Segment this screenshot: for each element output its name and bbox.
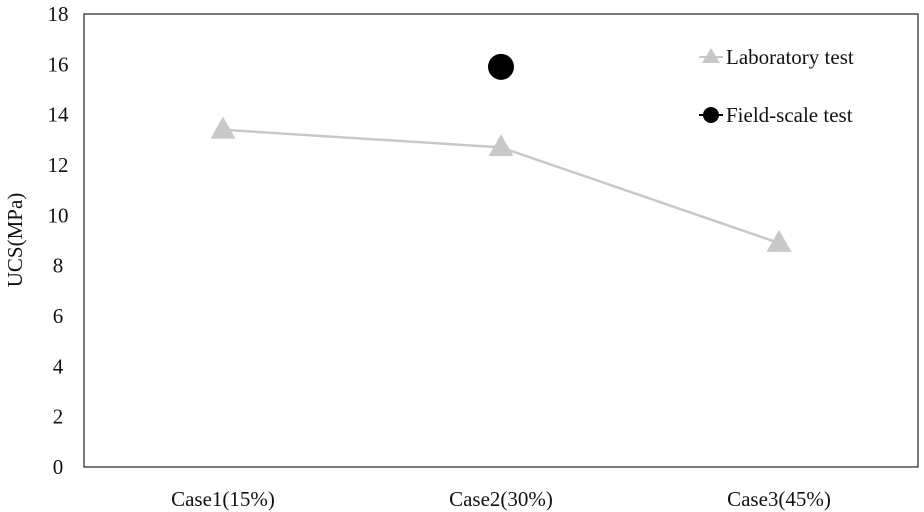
x-tick-label: Case3(45%) (727, 487, 831, 511)
y-tick-label: 18 (48, 2, 69, 26)
y-tick-label: 12 (48, 153, 69, 177)
y-axis-title: UCS(MPa) (3, 193, 27, 288)
x-tick-label: Case1(15%) (171, 487, 275, 511)
y-tick-label: 6 (53, 304, 64, 328)
x-tick-label: Case2(30%) (449, 487, 553, 511)
legend-item-laboratory: Laboratory test (699, 45, 854, 69)
series-layer (210, 53, 792, 252)
legend: Laboratory test Field-scale test (699, 45, 854, 127)
data-point-laboratory (766, 229, 792, 252)
y-tick-label: 0 (53, 455, 64, 479)
y-tick-label: 4 (53, 354, 64, 378)
y-tick-label: 14 (48, 103, 70, 127)
x-tick-labels: Case1(15%) Case2(30%) Case3(45%) (171, 487, 831, 511)
legend-label-field: Field-scale test (726, 103, 853, 127)
data-point-field (488, 53, 514, 80)
legend-marker-laboratory (702, 48, 720, 63)
data-point-laboratory (488, 134, 514, 157)
plot-frame (83, 13, 919, 468)
legend-marker-field (703, 107, 719, 123)
y-tick-label: 8 (53, 254, 64, 278)
y-tick-label: 10 (48, 203, 69, 227)
data-point-laboratory (210, 116, 236, 139)
legend-label-laboratory: Laboratory test (726, 45, 854, 69)
y-tick-label: 2 (53, 405, 64, 429)
y-tick-labels: 0 2 4 6 8 10 12 14 16 18 (48, 2, 70, 479)
legend-item-field: Field-scale test (699, 103, 853, 127)
y-tick-label: 16 (48, 52, 69, 76)
